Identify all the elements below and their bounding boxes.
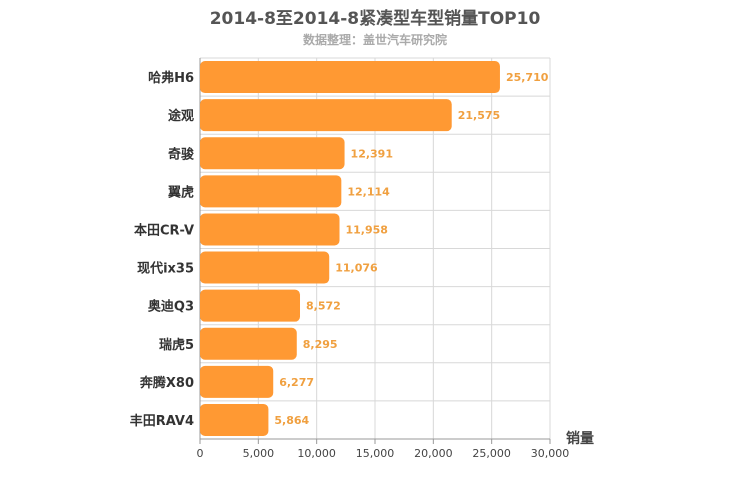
bar-7 [200,327,297,360]
chart-title: 2014-8至2014-8紧凑型车型销量TOP10 [209,9,541,29]
x-tick-label-3: 15,000 [356,447,395,460]
x-tick-label-5: 25,000 [472,447,511,460]
x-tick-label-0: 0 [197,447,204,460]
category-label-1: 途观 [168,108,194,124]
value-label-1: 21,575 [458,109,500,122]
value-label-7: 8,295 [303,338,338,351]
bar-1 [200,99,452,132]
value-label-4: 11,958 [346,223,388,236]
bar-0 [200,61,500,94]
value-label-9: 5,864 [274,414,309,427]
category-label-3: 翼虎 [167,184,194,200]
value-label-5: 11,076 [335,262,378,275]
bar-6 [200,289,301,322]
x-axis-title: 销量 [566,430,594,447]
category-label-8: 奔腾X80 [139,375,194,391]
value-label-2: 12,391 [351,147,393,160]
x-tick-label-6: 30,000 [531,447,570,460]
x-tick-label-2: 10,000 [297,447,336,460]
bar-2 [200,137,345,170]
value-label-6: 8,572 [306,300,341,313]
x-tick-label-1: 5,000 [243,447,275,460]
category-label-6: 奥迪Q3 [148,299,194,315]
bar-3 [200,175,342,208]
bar-4 [200,213,340,246]
value-label-3: 12,114 [347,185,390,198]
bar-5 [200,251,330,284]
x-tick-label-4: 20,000 [414,447,453,460]
category-label-7: 瑞虎5 [159,337,194,353]
value-label-0: 25,710 [506,71,549,84]
category-label-9: 丰田RAV4 [130,413,194,429]
bar-9 [200,403,269,436]
category-label-4: 本田CR-V [134,222,194,238]
chart-subtitle: 数据整理：盖世汽车研究院 [302,33,447,47]
value-label-8: 6,277 [279,376,314,389]
category-label-2: 奇骏 [168,146,195,162]
category-label-0: 哈弗H6 [148,70,194,86]
bar-8 [200,365,274,398]
category-label-5: 现代ix35 [137,261,194,277]
